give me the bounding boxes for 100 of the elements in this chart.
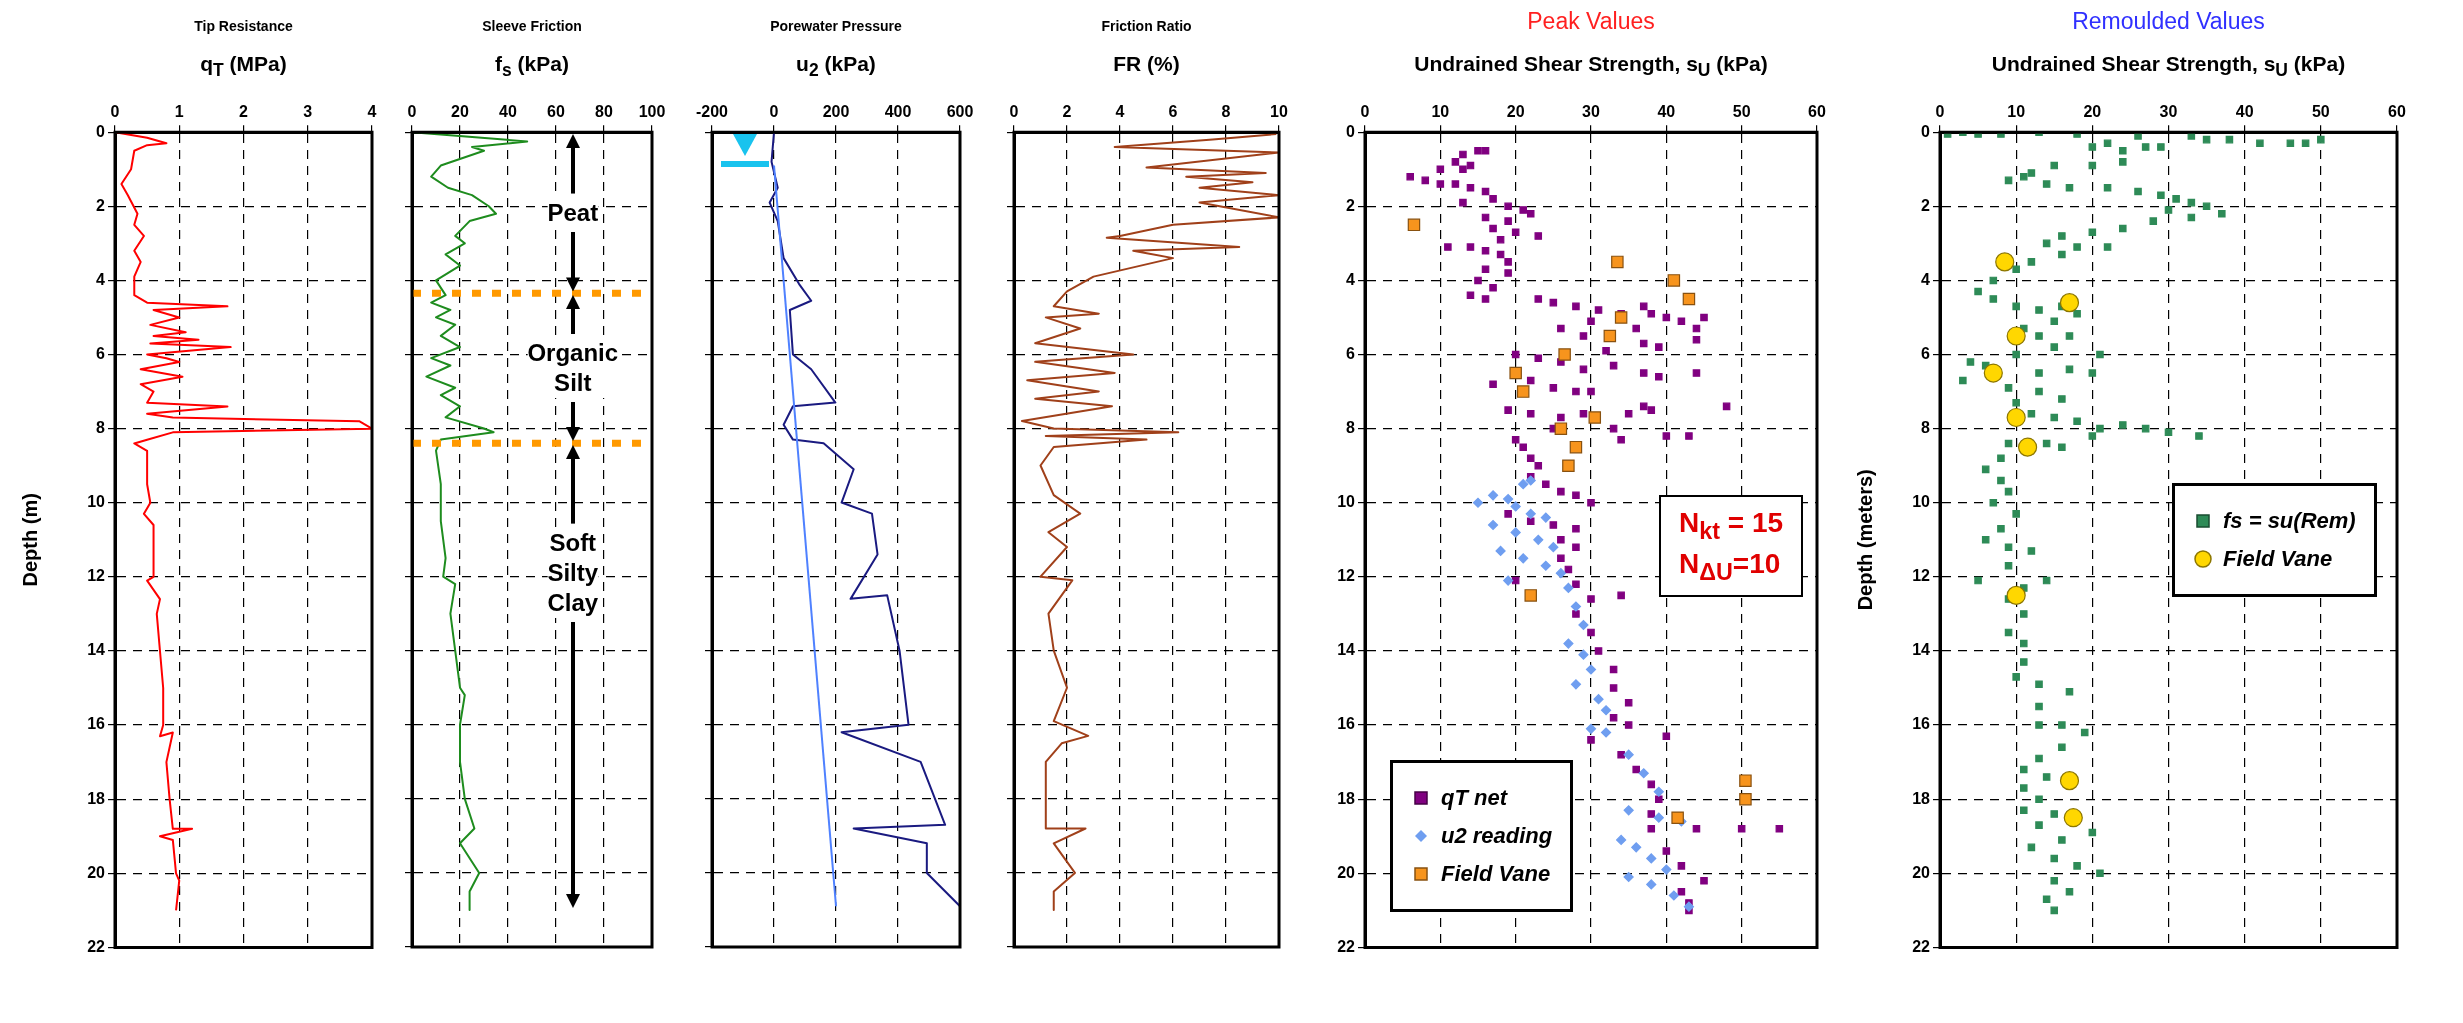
- point: [1516, 385, 1530, 398]
- x-tick-label: 40: [1657, 103, 1676, 121]
- point: [1472, 497, 1484, 508]
- chart-title: Peak Values: [1526, 8, 1656, 35]
- x-tick-label: 0: [1935, 103, 1945, 121]
- legend-label: Field Vane: [2223, 545, 2333, 572]
- chart-title: Porewater Pressure: [769, 18, 903, 34]
- x-tick-label: 20: [451, 103, 469, 121]
- point: [1600, 727, 1612, 738]
- point: [1509, 366, 1522, 380]
- legend-label: u2 reading: [1441, 823, 1553, 850]
- x-tick-label: 30: [1582, 103, 1600, 121]
- x-axis-title: q$_{T}$ (MPa): [199, 52, 288, 82]
- x-axis-title: FR (%): [1112, 52, 1181, 76]
- y-tick-label: 14: [1337, 641, 1356, 659]
- point: [1667, 274, 1681, 287]
- x-tick-label: 0: [1009, 103, 1019, 121]
- point: [2006, 585, 2026, 605]
- point: [2063, 808, 2083, 828]
- point: [1495, 545, 1506, 557]
- x-tick-label: 200: [822, 103, 850, 121]
- point: [1603, 329, 1617, 343]
- point: [1570, 679, 1582, 690]
- x-tick-label: 6: [1168, 103, 1178, 121]
- point: [1487, 490, 1499, 501]
- point: [1653, 786, 1664, 797]
- point: [1407, 218, 1421, 232]
- legend-label: Field Vane: [1441, 861, 1551, 888]
- point: [1995, 252, 2015, 272]
- point: [1558, 348, 1571, 361]
- point: [1983, 363, 2003, 383]
- x-tick-label: 0: [407, 103, 417, 121]
- point: [1533, 534, 1544, 545]
- point: [1518, 553, 1529, 564]
- point: [1661, 864, 1672, 875]
- point: [1585, 723, 1597, 734]
- y-tick-label: 8: [96, 419, 106, 437]
- point: [1525, 475, 1536, 486]
- point: [1623, 871, 1634, 883]
- point: [1525, 508, 1536, 519]
- x-axis-title: Undrained Shear Strength, s$_{U}$ (kPa): [1990, 52, 2347, 82]
- point: [1540, 512, 1551, 523]
- point: [1548, 542, 1559, 553]
- x-tick-label: 60: [1808, 103, 1826, 121]
- point: [1503, 493, 1514, 505]
- y-tick-label: 12: [87, 567, 106, 585]
- annotation: Soft Silty Clay: [547, 527, 599, 618]
- point: [1683, 901, 1695, 912]
- y-tick-label: 6: [1346, 344, 1356, 362]
- x-tick-label: 600: [946, 103, 974, 121]
- y-axis-title: Depth (meters): [1853, 469, 1876, 611]
- y-tick-label: 18: [1337, 789, 1356, 807]
- x-tick-label: 0: [1360, 103, 1370, 121]
- y-tick-label: 22: [87, 937, 106, 955]
- y-tick-label: 16: [87, 715, 106, 733]
- y-tick-label: 22: [1912, 937, 1931, 955]
- y-tick-label: 20: [1337, 863, 1356, 881]
- annotation: Peat: [547, 197, 599, 228]
- x-tick-label: 1: [174, 103, 184, 121]
- point: [1487, 519, 1499, 531]
- point: [1616, 834, 1627, 846]
- x-tick-label: 0: [110, 103, 120, 121]
- x-tick-label: 20: [2083, 103, 2102, 121]
- x-tick-label: 40: [2235, 103, 2254, 121]
- x-tick-label: 80: [595, 103, 613, 121]
- y-tick-label: 16: [1912, 715, 1931, 733]
- y-tick-label: 4: [1921, 270, 1931, 288]
- y-tick-label: 2: [96, 196, 106, 214]
- point: [1653, 812, 1664, 823]
- x-tick-label: 2: [1062, 103, 1072, 121]
- point: [2006, 407, 2026, 428]
- point: [1623, 805, 1634, 816]
- point: [2059, 771, 2080, 791]
- y-tick-label: 0: [96, 122, 106, 140]
- point: [2017, 437, 2038, 457]
- x-axis-title: u$_{2}$ (kPa): [795, 52, 877, 82]
- y-tick-label: 10: [87, 493, 106, 511]
- point: [1540, 560, 1551, 571]
- x-tick-label: 60: [2388, 103, 2406, 121]
- legend-label: qT net: [1441, 785, 1507, 812]
- point: [1614, 311, 1628, 324]
- y-tick-label: 0: [1921, 122, 1931, 140]
- chart-title: Remoulded Values: [2071, 8, 2266, 35]
- x-tick-label: 0: [769, 103, 779, 121]
- x-tick-label: 10: [1270, 103, 1288, 121]
- chart-title: Tip Resistance: [193, 18, 294, 34]
- y-tick-label: 0: [1346, 122, 1356, 140]
- point: [1563, 638, 1574, 649]
- x-tick-label: 2: [239, 103, 249, 121]
- y-tick-label: 16: [1337, 715, 1356, 733]
- x-tick-label: 20: [1506, 103, 1525, 121]
- x-tick-label: 8: [1221, 103, 1231, 121]
- x-tick-label: 60: [547, 103, 565, 121]
- point: [1638, 768, 1649, 779]
- point: [1623, 749, 1634, 760]
- point: [1510, 527, 1521, 538]
- point: [1682, 292, 1696, 306]
- x-axis-title: Undrained Shear Strength, s$_{U}$ (kPa): [1413, 52, 1769, 82]
- point: [1563, 582, 1574, 594]
- point: [2059, 293, 2080, 313]
